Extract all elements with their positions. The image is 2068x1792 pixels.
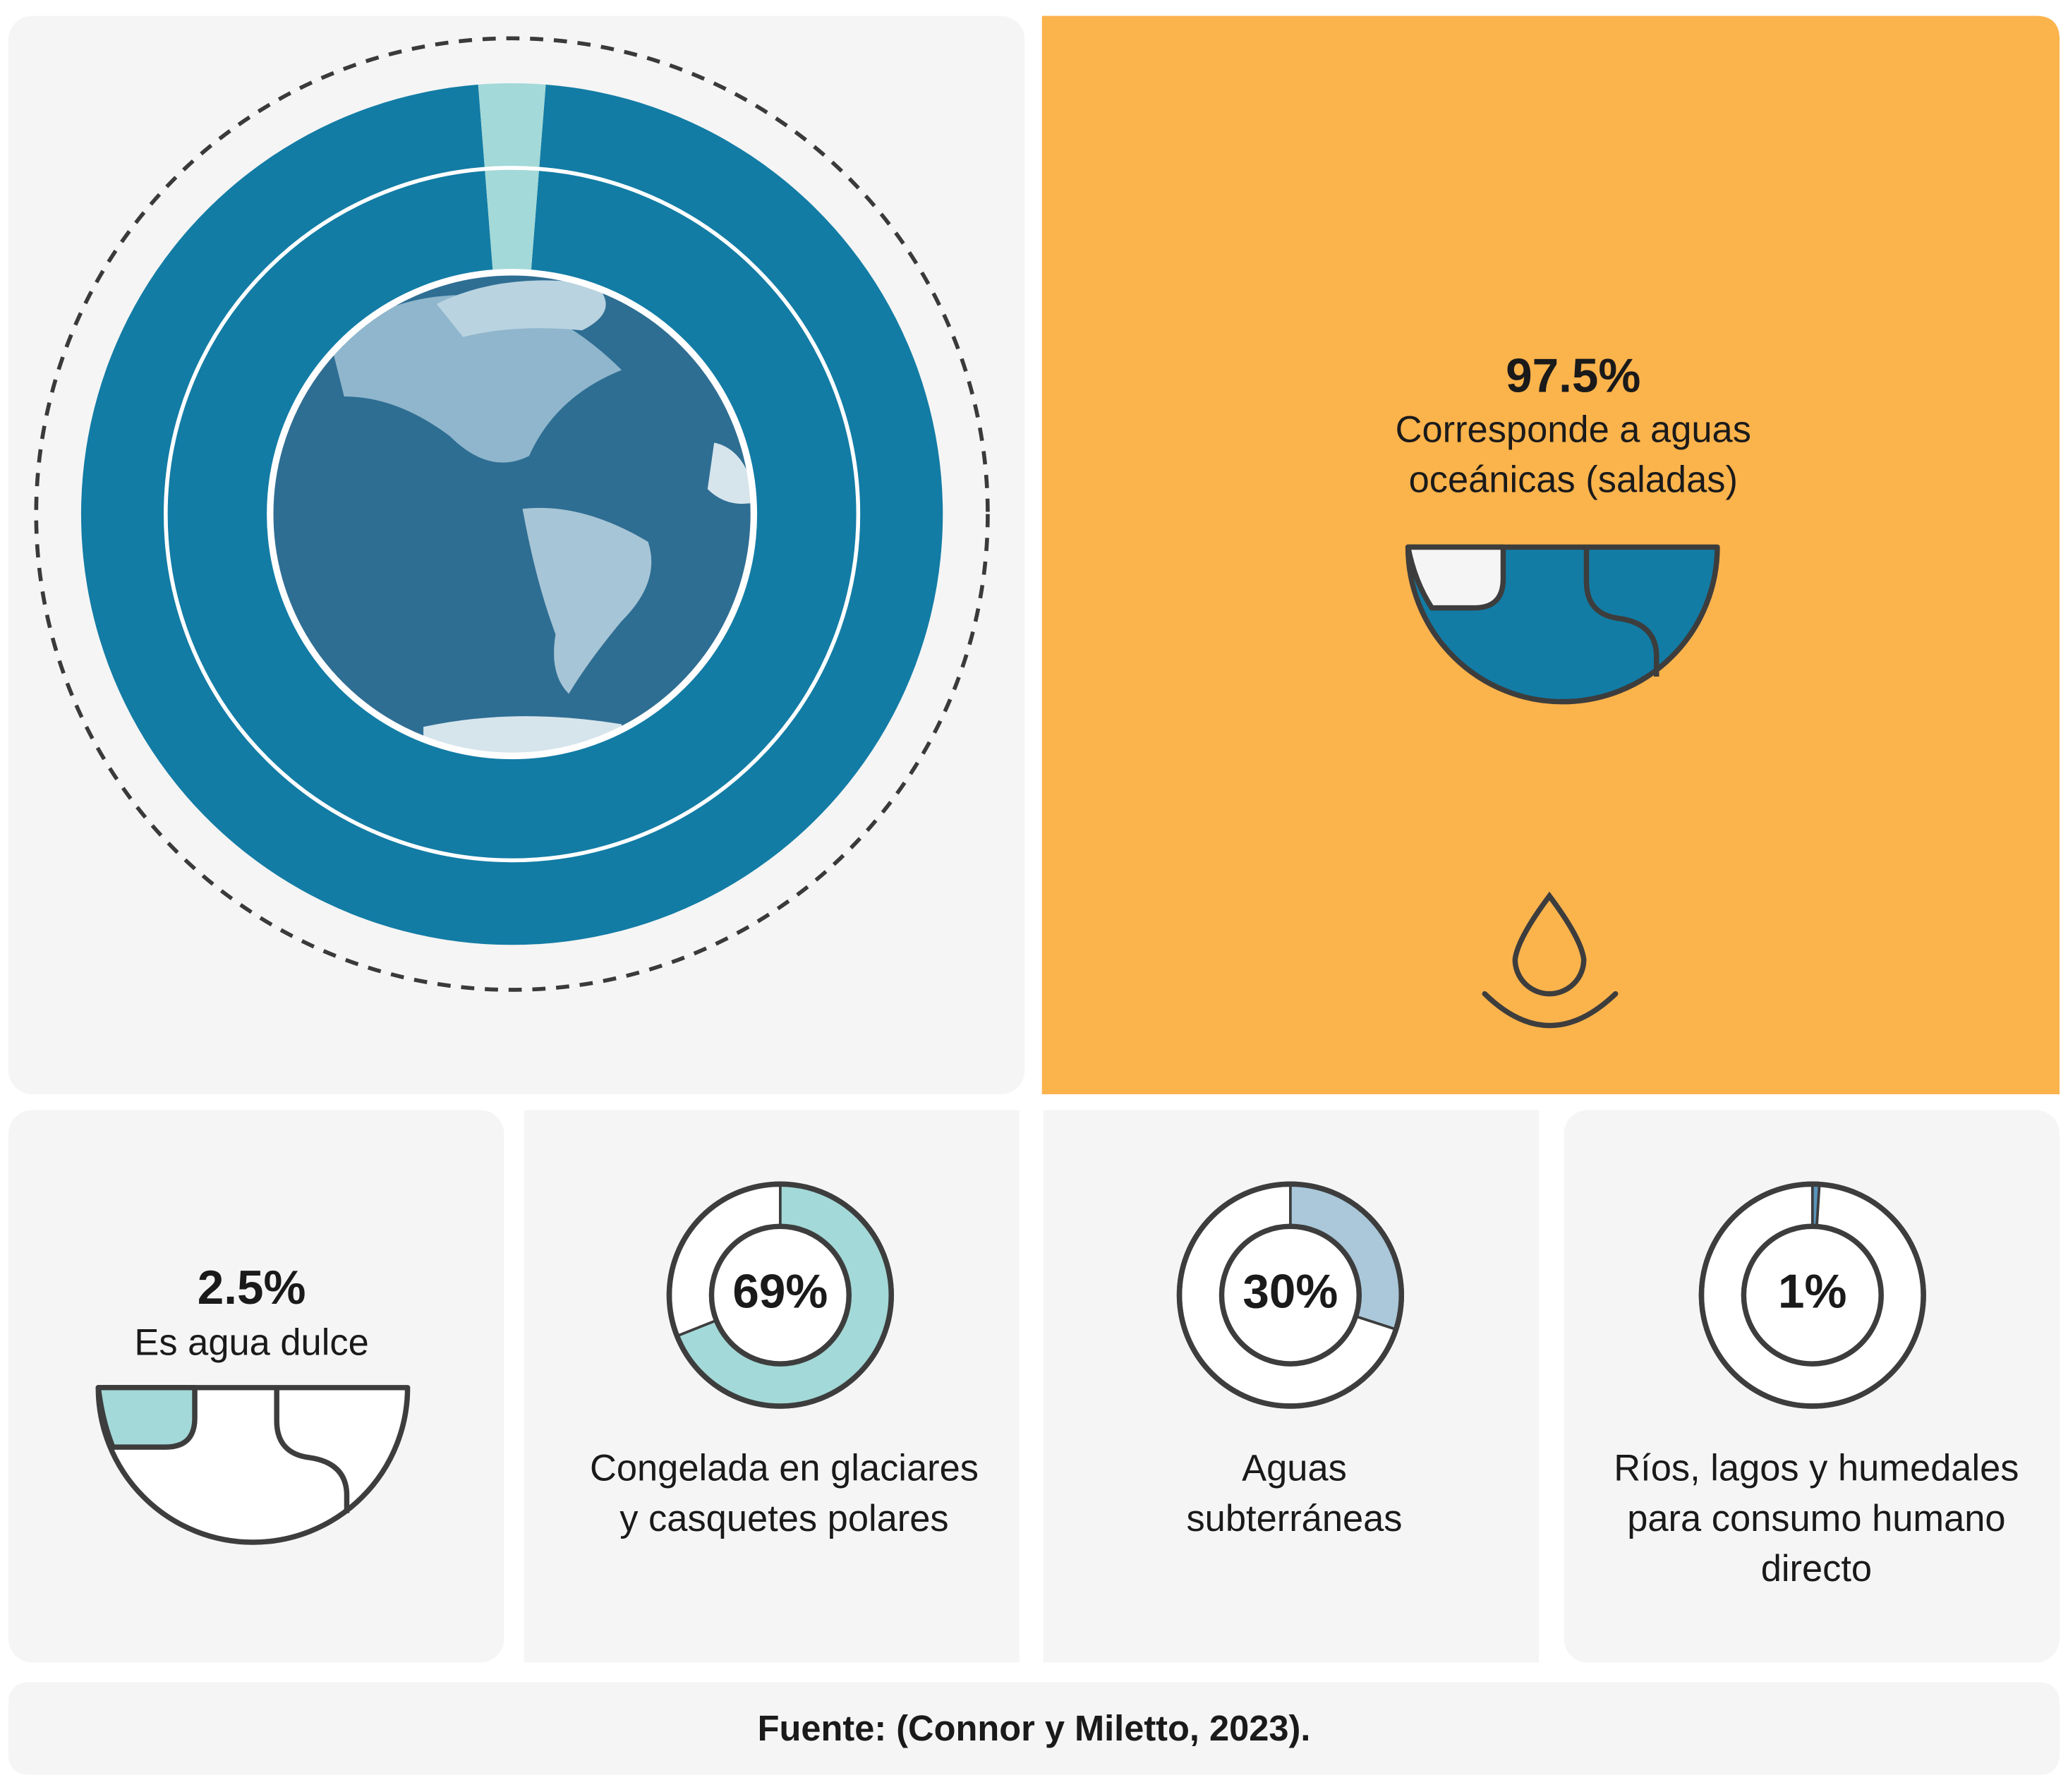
ring-label: para consumo humano [1627, 1499, 2005, 1539]
ring-arc [1810, 1182, 1821, 1228]
big-donut [80, 83, 943, 945]
half-globe-icon [95, 1385, 411, 1545]
source: Fuente: (Connor y Miletto, 2023). [758, 1708, 1311, 1748]
source-panel [8, 1682, 2060, 1775]
ring-label: subterráneas [1186, 1499, 1402, 1539]
ocean-label: oceánicas (saladas) [1409, 460, 1738, 501]
earth [270, 272, 754, 756]
ring-center [1219, 1223, 1362, 1367]
ring-outline [666, 1181, 894, 1409]
ring-label: Ríos, lagos y humedales [1614, 1448, 2019, 1489]
ring-percent: 30% [1242, 1266, 1338, 1319]
ring-center [1741, 1223, 1884, 1367]
fresh-percent: 2.5% [198, 1261, 306, 1314]
donut-slice [80, 84, 943, 945]
drop-icon [1482, 891, 1619, 1029]
rings: 69% Congelada en glaciares y casquetes pol… [590, 1181, 2019, 1590]
ring-label: y casquetes polares [619, 1499, 948, 1539]
dashed-circle [34, 36, 990, 992]
ring-percent: 69% [732, 1266, 828, 1319]
inner-ring [164, 166, 861, 863]
donut-slice [478, 83, 546, 273]
ring-outline [1698, 1181, 1926, 1409]
ring-center [708, 1223, 852, 1367]
ocean-percent: 97.5% [1506, 349, 1640, 402]
ring-label: Aguas [1242, 1448, 1347, 1489]
ring-percent: 1% [1778, 1266, 1846, 1319]
ring-label: Congelada en glaciares [590, 1448, 979, 1489]
half-globe-icon [1405, 544, 1720, 705]
earth-outline [267, 269, 758, 760]
ring-label: directo [1761, 1549, 1872, 1590]
ocean-label: Corresponde a aguas [1396, 409, 1751, 450]
fresh-label: Es agua dulce [134, 1323, 368, 1364]
ring-outline [1176, 1181, 1404, 1409]
